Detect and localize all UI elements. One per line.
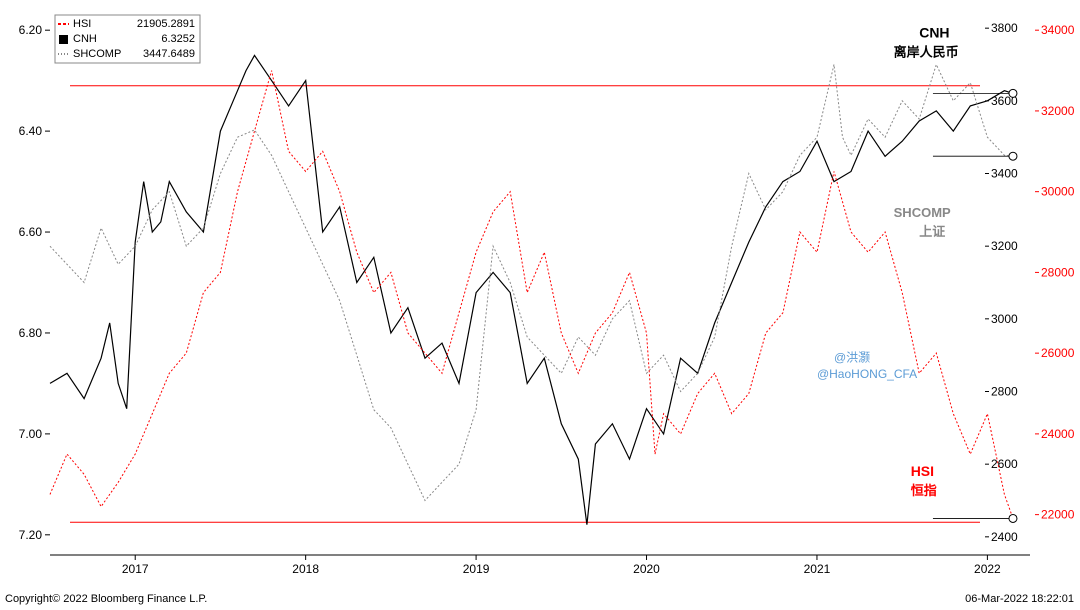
- legend-label: SHCOMP: [73, 48, 121, 60]
- end-marker: [1009, 152, 1017, 160]
- annotation: SHCOMP: [894, 205, 951, 220]
- right-outer-tick-label: 26000: [1041, 346, 1075, 360]
- x-tick-label: 2020: [633, 562, 660, 576]
- x-tick-label: 2018: [292, 562, 319, 576]
- legend-value: 6.3252: [161, 33, 195, 45]
- right-inner-tick-label: 3800: [991, 21, 1018, 35]
- right-inner-tick-label: 2400: [991, 530, 1018, 544]
- annotation: 上证: [919, 224, 945, 239]
- copyright-text: Copyright© 2022 Bloomberg Finance L.P.: [5, 593, 207, 605]
- x-tick-label: 2022: [974, 562, 1001, 576]
- legend-value: 21905.2891: [137, 18, 195, 30]
- annotation: @HaoHONG_CFA: [817, 367, 917, 381]
- right-inner-tick-label: 3200: [991, 239, 1018, 253]
- legend-value: 3447.6489: [143, 48, 195, 60]
- left-tick-label: 6.20: [19, 23, 43, 37]
- end-marker: [1009, 89, 1017, 97]
- left-tick-label: 6.80: [19, 326, 43, 340]
- legend-label: HSI: [73, 18, 91, 30]
- x-tick-label: 2021: [804, 562, 831, 576]
- right-outer-tick-label: 32000: [1041, 104, 1075, 118]
- right-inner-tick-label: 3000: [991, 312, 1018, 326]
- legend-label: CNH: [73, 33, 97, 45]
- end-marker: [1009, 514, 1017, 522]
- right-inner-tick-label: 2800: [991, 385, 1018, 399]
- annotation: HSI: [911, 463, 934, 479]
- legend-swatch: [59, 35, 68, 44]
- right-outer-tick-label: 24000: [1041, 427, 1075, 441]
- right-outer-tick-label: 30000: [1041, 185, 1075, 199]
- chart-container: 2017 2018 2019 2020 2021 2022 6.20 6.40 6.60 6.80…: [0, 0, 1080, 610]
- right-outer-tick-label: 28000: [1041, 265, 1075, 279]
- right-outer-tick-label: 34000: [1041, 23, 1075, 37]
- timestamp-text: 06-Mar-2022 18:22:01: [965, 593, 1074, 605]
- left-tick-label: 6.60: [19, 225, 43, 239]
- left-tick-label: 7.00: [19, 427, 43, 441]
- annotation: @洪灏: [834, 350, 870, 365]
- annotation: 恒指: [911, 483, 937, 498]
- right-outer-tick-label: 22000: [1041, 508, 1075, 522]
- x-tick-label: 2019: [463, 562, 490, 576]
- right-inner-tick-label: 3400: [991, 167, 1018, 181]
- right-inner-tick-label: 2600: [991, 457, 1018, 471]
- left-tick-label: 7.20: [19, 528, 43, 542]
- annotation: CNH: [919, 24, 949, 40]
- annotation: 离岸人民币: [894, 44, 959, 59]
- x-tick-label: 2017: [122, 562, 149, 576]
- chart-svg: 2017 2018 2019 2020 2021 2022 6.20 6.40 6.60 6.80…: [0, 0, 1080, 610]
- left-tick-label: 6.40: [19, 124, 43, 138]
